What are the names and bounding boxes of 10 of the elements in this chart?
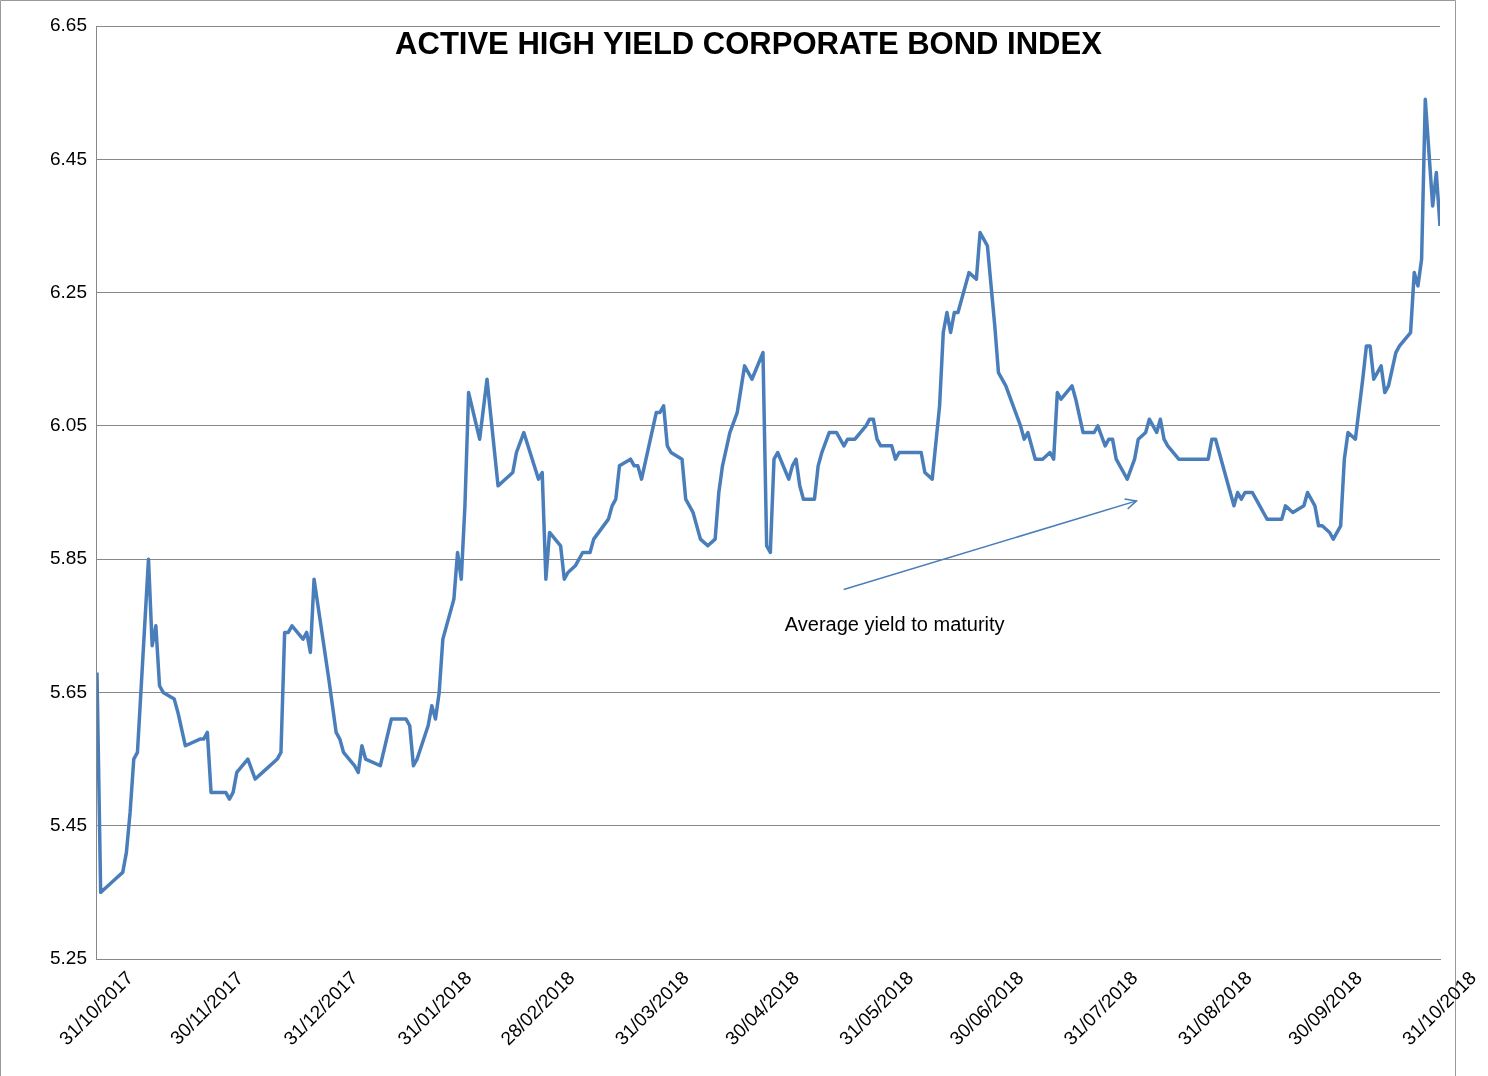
chart-title: ACTIVE HIGH YIELD CORPORATE BOND INDEX — [395, 26, 1103, 62]
annotation: Average yield to maturity — [784, 613, 1005, 636]
y-tick-label: 5.65 — [50, 680, 87, 702]
y-tick-label: 6.05 — [50, 414, 87, 436]
y-tick-label: 6.65 — [50, 14, 87, 36]
y-tick-label: 6.25 — [50, 280, 87, 302]
y-tick-label: 5.85 — [50, 547, 87, 569]
y-tick-label: 5.45 — [50, 813, 87, 835]
y-tick-label: 6.45 — [50, 147, 87, 169]
y-tick-label: 5.25 — [50, 947, 87, 969]
